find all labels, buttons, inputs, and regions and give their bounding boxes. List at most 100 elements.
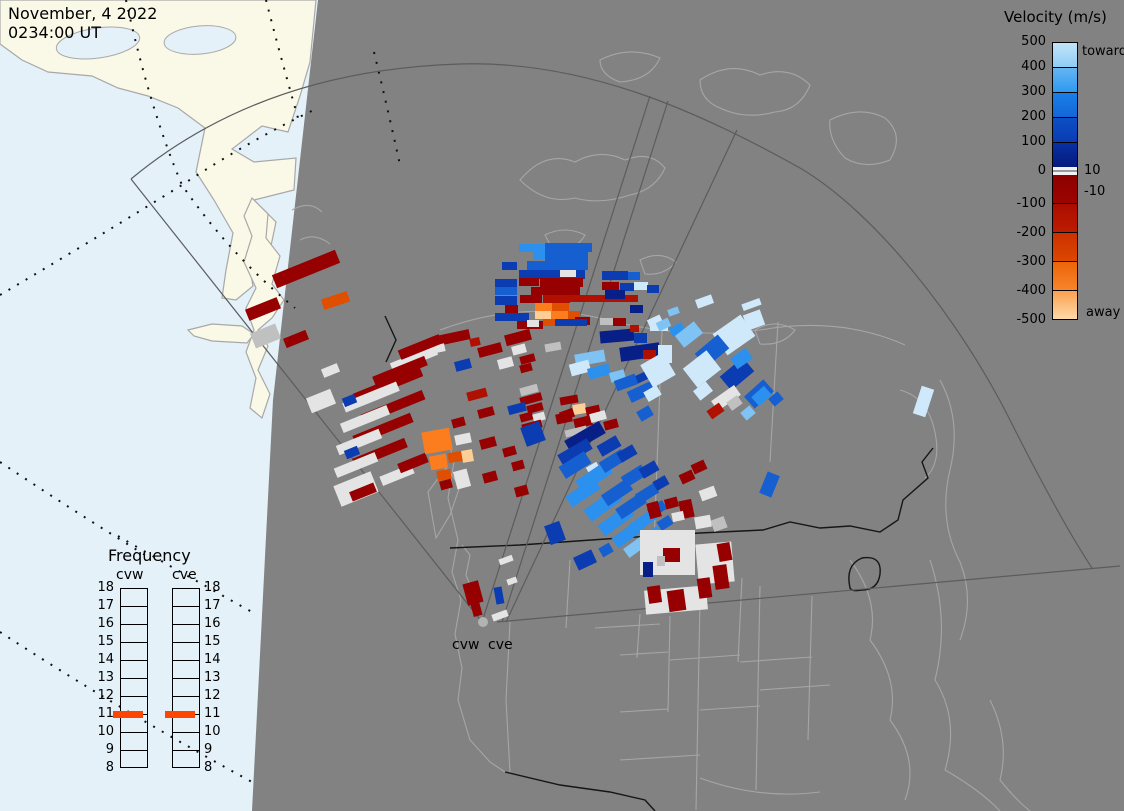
frequency-scale-number: 16 [97,616,114,631]
velocity-cell [710,515,728,533]
velocity-cell [560,270,576,277]
velocity-cell [305,388,337,414]
colorbar-tick: -300 [1016,254,1046,269]
frequency-scale-number: 17 [97,598,114,613]
velocity-cell [507,401,527,416]
colorbar-tick: -100 [1016,196,1046,211]
velocity-cell [439,478,453,491]
velocity-cell [706,402,725,420]
velocity-cell [469,337,481,347]
velocity-cell [543,295,570,303]
velocity-cell [504,328,532,347]
frequency-scale-number: 8 [204,760,213,775]
velocity-cell [493,586,505,605]
velocity-cell [343,445,361,460]
frequency-scale-number: 13 [97,670,114,685]
velocity-cell [572,549,598,571]
frequency-scale-number: 17 [204,598,221,613]
velocity-cell [605,290,625,299]
velocity-cell [712,564,730,590]
radar-label-cve: cve [488,637,513,653]
velocity-cell [283,329,309,349]
colorbar-tick: 100 [1021,134,1046,149]
frequency-scale-number: 9 [105,742,114,757]
velocity-cell [643,384,662,403]
velocity-cell [320,363,341,378]
frequency-scale-number: 11 [97,706,114,721]
velocity-cell [656,515,674,531]
velocity-cell [335,428,383,456]
velocity-colorbar [1052,42,1078,320]
frequency-scale-number: 10 [204,724,221,739]
velocity-cell [626,381,656,403]
velocity-cell [634,333,647,343]
velocity-cell [666,588,687,613]
colorbar-tick: -400 [1016,283,1046,298]
velocity-cell [533,252,545,260]
velocity-cell [716,542,733,562]
velocity-cell [596,435,622,457]
velocity-cell [657,556,665,566]
velocity-cell [694,514,712,530]
velocity-cell [620,283,634,291]
colorbar-segment [1053,290,1077,319]
velocity-cell [271,249,341,289]
velocity-cell [602,271,628,280]
frequency-scale-number: 8 [105,760,114,775]
velocity-cell [397,452,429,474]
velocity-cell [613,373,639,392]
velocity-cell [719,357,755,391]
velocity-cell [526,402,544,414]
velocity-cell [244,297,282,321]
velocity-cell [519,392,543,406]
velocity-cell [912,385,935,418]
velocity-cell [543,319,555,326]
velocity-cell [519,270,585,279]
velocity-cell [599,328,635,344]
velocity-cell [682,350,722,388]
velocity-cell [643,562,653,577]
velocity-cell [341,393,358,408]
radar-label-cvw: cvw [452,637,479,653]
velocity-cell [428,453,449,471]
frequency-scale-number: 18 [204,580,221,595]
velocity-cell [572,402,587,416]
velocity-cell [668,322,686,337]
colorbar-toward-label: toward [1082,44,1124,59]
velocity-cell [557,438,593,466]
velocity-cell [667,306,680,317]
frequency-ladder-cve [165,588,200,768]
velocity-cell [461,449,474,463]
velocity-cell [519,411,534,423]
velocity-cell [453,358,473,372]
velocity-cell [466,387,488,402]
colorbar-tick: 500 [1021,34,1046,49]
velocity-cell [636,405,654,422]
frequency-scale-number: 9 [204,742,213,757]
velocity-cell [647,285,659,293]
velocity-cell [568,359,592,377]
velocity-cell [634,483,660,504]
colorbar-segment [1053,203,1077,232]
velocity-cell [643,350,656,359]
velocity-cell [511,459,525,472]
velocity-cell [495,313,529,321]
velocity-cell [491,609,509,622]
velocity-cell [447,450,463,464]
velocity-cell [527,320,539,327]
colorbar-tick: -200 [1016,225,1046,240]
velocity-cell [646,314,664,329]
frequency-marker [165,711,195,718]
velocity-cell [532,411,546,423]
velocity-cell [478,436,498,450]
velocity-cell [589,410,607,423]
velocity-cell [372,355,428,387]
frequency-scale-number: 13 [204,670,221,685]
alaska-landmass [0,0,317,301]
velocity-cell [586,363,612,380]
velocity-cell [768,391,784,407]
velocity-cell [558,451,592,479]
velocity-cell [519,353,536,365]
velocity-cell [613,318,626,326]
velocity-cell [527,261,588,270]
